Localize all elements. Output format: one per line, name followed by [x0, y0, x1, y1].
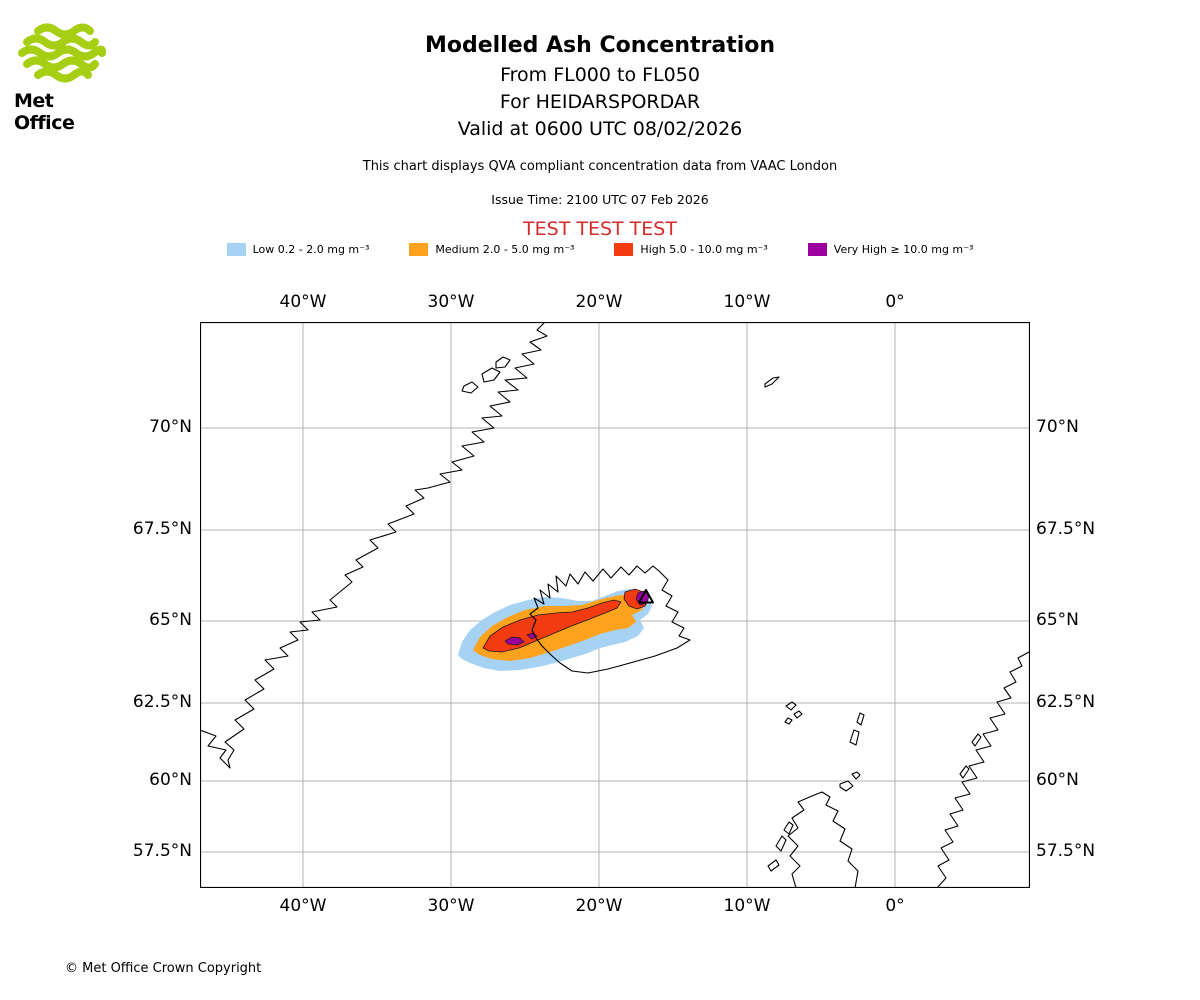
y-tick-label: 62.5°N — [132, 692, 192, 712]
chart-description: This chart displays QVA compliant concen… — [362, 159, 838, 174]
legend-label-high: High 5.0 - 10.0 mg m⁻³ — [640, 243, 768, 256]
legend-item-very-high: Very High ≥ 10.0 mg m⁻³ — [807, 243, 974, 256]
subtitle-volcano: For HEIDARSPORDAR — [499, 91, 701, 113]
y-tick-label: 65°N — [149, 610, 192, 630]
coastline-norway — [936, 651, 1030, 888]
met-office-logo: Met Office — [14, 22, 114, 134]
legend-swatch-high — [614, 243, 634, 256]
x-tick-label: 20°W — [575, 292, 623, 312]
y-tick-label: 67.5°N — [1036, 519, 1096, 539]
legend-item-medium: Medium 2.0 - 5.0 mg m⁻³ — [409, 243, 574, 256]
x-tick-label: 10°W — [723, 896, 771, 916]
y-tick-label: 60°N — [149, 770, 192, 790]
subtitle-flight-levels: From FL000 to FL050 — [500, 64, 700, 86]
coastline-jan-mayen — [764, 376, 780, 388]
x-tick-label: 20°W — [575, 896, 623, 916]
ash-plume-very-high — [504, 636, 525, 646]
y-tick-label: 70°N — [1036, 417, 1079, 437]
y-tick-label: 60°N — [1036, 770, 1079, 790]
coastline-orkney — [839, 771, 861, 792]
subtitle-valid-time: Valid at 0600 UTC 08/02/2026 — [457, 118, 743, 140]
x-tick-label: 30°W — [427, 896, 475, 916]
map-canvas — [200, 322, 1030, 888]
coastline-scotland — [787, 791, 859, 888]
coastline-hebrides — [767, 821, 794, 872]
x-tick-label: 40°W — [279, 896, 327, 916]
x-tick-label: 0° — [885, 292, 905, 312]
test-banner: TEST TEST TEST — [523, 218, 677, 240]
coastline-shetland — [849, 712, 865, 746]
volcano-marker — [638, 589, 654, 604]
met-office-waves-icon — [18, 23, 107, 83]
map-border — [200, 322, 1030, 888]
legend-swatch-very-high — [807, 243, 827, 256]
legend-swatch-medium — [409, 243, 429, 256]
coastline-faroe-islands — [784, 701, 803, 725]
legend-label-medium: Medium 2.0 - 5.0 mg m⁻³ — [435, 243, 575, 256]
coastline-norway-islands — [959, 733, 982, 779]
y-tick-label: 62.5°N — [1036, 692, 1096, 712]
legend-label-low: Low 0.2 - 2.0 mg m⁻³ — [252, 243, 370, 256]
legend-label-very-high: Very High ≥ 10.0 mg m⁻³ — [833, 243, 974, 256]
copyright-text: © Met Office Crown Copyright — [65, 961, 262, 976]
coastline-iceland — [529, 565, 691, 674]
x-tick-label: 0° — [885, 896, 905, 916]
legend-item-high: High 5.0 - 10.0 mg m⁻³ — [614, 243, 768, 256]
x-tick-label: 30°W — [427, 292, 475, 312]
legend-swatch-low — [226, 243, 246, 256]
y-tick-label: 65°N — [1036, 610, 1079, 630]
y-tick-label: 67.5°N — [132, 519, 192, 539]
issue-time: Issue Time: 2100 UTC 07 Feb 2026 — [491, 192, 709, 207]
coastline-greenland — [200, 322, 548, 769]
legend: Low 0.2 - 2.0 mg m⁻³ Medium 2.0 - 5.0 mg… — [0, 243, 1200, 256]
y-tick-label: 57.5°N — [132, 841, 192, 861]
page-title: Modelled Ash Concentration — [424, 33, 776, 58]
met-office-logo-text: Met Office — [14, 90, 75, 134]
y-tick-label: 57.5°N — [1036, 841, 1096, 861]
y-tick-label: 70°N — [149, 417, 192, 437]
coastline-greenland-islands — [461, 356, 511, 394]
x-tick-label: 10°W — [723, 292, 771, 312]
graticule-grid — [200, 322, 1030, 888]
x-tick-label: 40°W — [279, 292, 327, 312]
legend-item-low: Low 0.2 - 2.0 mg m⁻³ — [226, 243, 370, 256]
